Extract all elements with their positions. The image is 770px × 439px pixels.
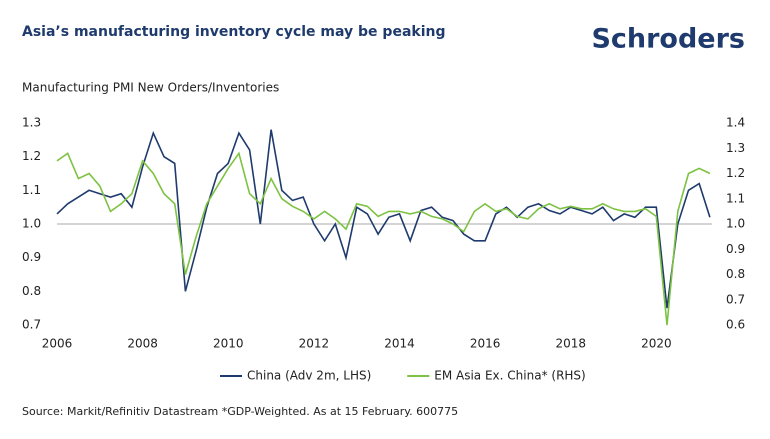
x-tick-label: 2008: [127, 337, 158, 351]
y2-tick-label: 0.6: [726, 318, 745, 332]
x-tick-label: 2020: [641, 337, 672, 351]
x-tick-label: 2016: [470, 337, 501, 351]
y-tick-label: 1.3: [22, 116, 41, 130]
y2-tick-label: 1.1: [726, 191, 745, 205]
y-tick-label: 0.9: [22, 250, 41, 264]
y-tick-label: 0.8: [22, 284, 41, 298]
y-tick-label: 0.7: [22, 318, 41, 332]
y2-tick-label: 1.2: [726, 166, 745, 180]
x-tick-label: 2018: [555, 337, 586, 351]
legend-label: EM Asia Ex. China* (RHS): [434, 369, 585, 383]
y2-tick-label: 0.7: [726, 292, 745, 306]
y2-tick-label: 1.3: [726, 141, 745, 155]
x-tick-label: 2006: [42, 337, 73, 351]
chart-title: Asia’s manufacturing inventory cycle may…: [22, 24, 446, 40]
x-tick-label: 2012: [299, 337, 330, 351]
series-line: [56, 151, 711, 326]
legend-label: China (Adv 2m, LHS): [247, 369, 371, 383]
logo: Schroders: [591, 24, 745, 55]
y2-tick-label: 1.0: [726, 217, 745, 231]
y2-tick-label: 0.8: [726, 267, 745, 281]
y-tick-label: 1.1: [22, 183, 41, 197]
y-tick-label: 1.0: [22, 217, 41, 231]
y2-tick-label: 1.4: [726, 116, 745, 130]
x-tick-label: 2014: [384, 337, 415, 351]
y-tick-label: 1.2: [22, 149, 41, 163]
chart-subtitle: Manufacturing PMI New Orders/Inventories: [22, 81, 279, 95]
source-note: Source: Markit/Refinitiv Datastream *GDP…: [22, 405, 458, 418]
y2-tick-label: 0.9: [726, 242, 745, 256]
x-tick-label: 2010: [213, 337, 244, 351]
series-line: [56, 129, 711, 309]
